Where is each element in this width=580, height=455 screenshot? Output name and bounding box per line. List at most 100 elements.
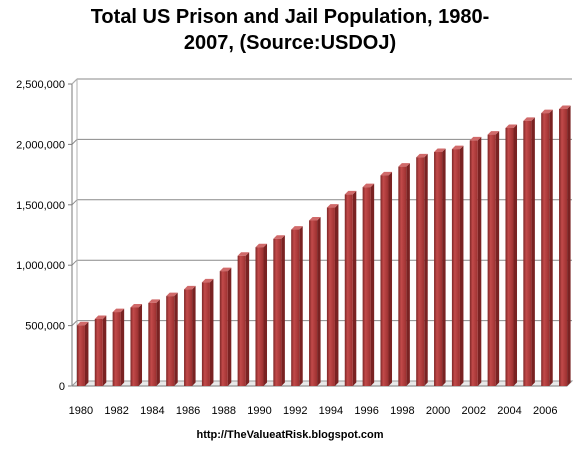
bar-side — [317, 217, 321, 386]
bar-side — [531, 117, 535, 387]
bar-top — [487, 131, 500, 135]
bar-front — [344, 194, 353, 386]
bar-top — [326, 204, 339, 208]
bar-side — [245, 252, 250, 386]
gridline-depth — [71, 259, 78, 266]
y-tick-label: 1,500,000 — [16, 200, 65, 212]
bar-front — [255, 247, 264, 386]
y-tick-label: 2,500,000 — [16, 79, 65, 91]
bar-top — [237, 252, 250, 256]
bar — [434, 148, 446, 386]
bar-side — [174, 292, 178, 386]
bar — [237, 252, 250, 386]
bar — [166, 292, 178, 386]
bar-side — [120, 308, 125, 386]
bar-top — [398, 163, 410, 167]
bar-front — [398, 166, 407, 386]
bar-front — [380, 175, 389, 386]
bar-top — [523, 117, 535, 121]
bar — [130, 303, 143, 386]
bar-front — [130, 307, 139, 386]
bar — [94, 315, 107, 386]
chart-title: Total US Prison and Jail Population, 198… — [0, 4, 580, 56]
y-tick-labels: 0 500,000 1,000,000 1,500,000 2,000,000 2,500… — [16, 79, 65, 393]
bar-side — [156, 299, 160, 386]
bar-side — [263, 243, 268, 386]
bar — [273, 235, 285, 386]
bar-front — [326, 207, 335, 386]
bar-top — [362, 183, 375, 188]
bar — [362, 183, 375, 386]
bar-front — [184, 289, 193, 386]
bar-side — [209, 278, 214, 386]
bar — [219, 267, 232, 386]
bar-top — [541, 109, 553, 114]
bar-front — [416, 157, 425, 386]
bar-top — [219, 267, 232, 272]
bar-top — [434, 148, 446, 153]
bar-side — [102, 315, 107, 386]
bar-side — [513, 124, 518, 387]
bar-side — [352, 190, 357, 386]
bar-top — [309, 217, 321, 221]
bar-top — [255, 243, 268, 248]
bar-top — [469, 136, 482, 141]
bar — [559, 105, 571, 386]
bar-front — [434, 152, 443, 386]
bar-front — [219, 271, 228, 386]
bar-front — [166, 296, 175, 386]
bar-front — [523, 120, 532, 387]
x-tick-label: 2002 — [462, 405, 486, 417]
bar-side — [388, 171, 393, 386]
bar — [291, 226, 303, 386]
bar-top — [148, 299, 160, 303]
y-tick-label: 1,000,000 — [16, 260, 65, 272]
bar-top — [76, 321, 89, 326]
bar — [326, 204, 339, 386]
bar — [148, 299, 160, 386]
bar-front — [451, 149, 460, 386]
x-tick-label: 1994 — [319, 405, 343, 417]
y-tick-label: 0 — [59, 381, 65, 393]
bar-side — [477, 136, 482, 386]
bar-top — [166, 292, 178, 297]
bar-side — [549, 109, 553, 387]
bar — [309, 217, 321, 386]
bar-top — [201, 278, 214, 283]
bar-side — [299, 226, 303, 386]
bar-side — [495, 131, 500, 386]
bar-side — [442, 148, 446, 386]
gridline-depth — [71, 199, 78, 206]
bar — [255, 243, 268, 386]
bar-top — [130, 303, 143, 308]
bar — [451, 145, 464, 386]
x-tick-label: 1996 — [354, 405, 378, 417]
top-wall-edge — [71, 78, 78, 85]
x-tick-label: 1986 — [176, 405, 200, 417]
bar-side — [459, 145, 464, 386]
x-tick-label: 2006 — [533, 405, 557, 417]
bar-front — [487, 134, 496, 386]
bar-top — [291, 226, 303, 230]
bar-side — [281, 235, 285, 386]
bar-side — [406, 163, 410, 386]
bar-top — [344, 190, 357, 195]
bar — [112, 308, 125, 386]
bar — [380, 171, 393, 386]
bar-top — [505, 124, 518, 128]
gridline-depth — [71, 320, 78, 326]
bar-top — [559, 105, 571, 110]
bar-side — [192, 285, 196, 386]
bar-front — [559, 109, 568, 386]
bar — [469, 136, 482, 386]
bar-front — [76, 325, 85, 386]
x-tick-label: 1984 — [140, 405, 164, 417]
bar — [505, 124, 518, 387]
bar-side — [424, 153, 428, 386]
bar-top — [416, 153, 428, 158]
y-tick-label: 500,000 — [25, 321, 65, 333]
bar-front — [148, 302, 157, 386]
bar-side — [567, 105, 571, 386]
bars — [76, 105, 571, 387]
bar-side — [84, 321, 89, 386]
